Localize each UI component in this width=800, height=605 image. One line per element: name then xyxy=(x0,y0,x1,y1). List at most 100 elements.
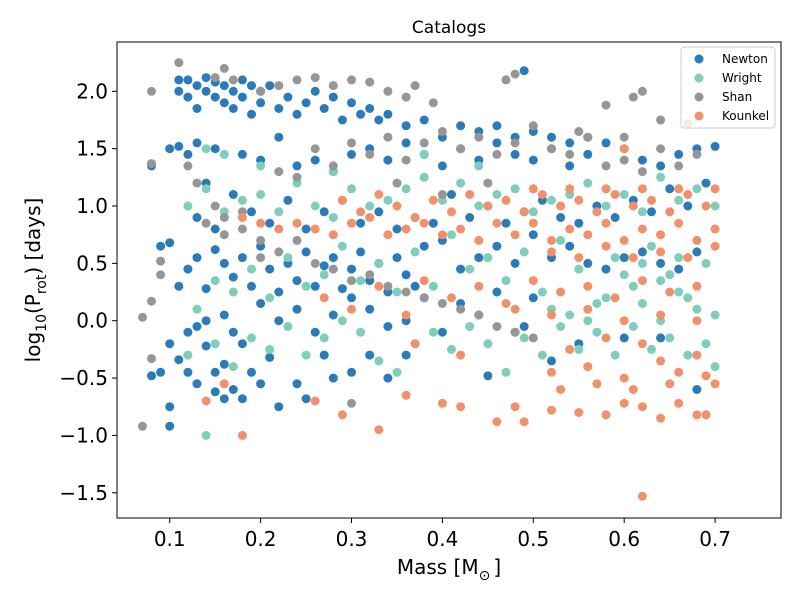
data-point xyxy=(474,253,484,263)
data-point xyxy=(374,425,384,435)
data-point xyxy=(683,201,693,211)
data-point xyxy=(492,190,502,199)
data-point xyxy=(401,138,411,148)
y-tick-label: −1.5 xyxy=(59,481,108,505)
data-point xyxy=(710,224,720,234)
data-point xyxy=(410,81,420,91)
data-point xyxy=(456,178,466,188)
data-point xyxy=(583,304,593,314)
data-point xyxy=(174,86,184,96)
data-point xyxy=(365,104,375,113)
data-point xyxy=(265,218,275,228)
data-point xyxy=(192,379,202,389)
data-point xyxy=(219,230,229,240)
data-point xyxy=(401,350,411,360)
data-point xyxy=(237,253,247,263)
series-wright xyxy=(183,144,720,440)
data-point xyxy=(683,350,693,360)
data-point xyxy=(292,172,302,182)
data-point xyxy=(347,293,356,303)
data-point xyxy=(328,213,338,222)
data-point xyxy=(583,316,593,326)
data-point xyxy=(437,327,447,337)
data-point xyxy=(392,224,402,234)
data-point xyxy=(237,75,247,85)
data-point xyxy=(210,339,220,349)
data-point xyxy=(247,281,256,291)
data-point xyxy=(510,258,520,268)
data-point xyxy=(147,354,156,364)
data-point xyxy=(219,81,229,91)
data-point xyxy=(237,430,247,440)
data-point xyxy=(247,109,256,119)
data-point xyxy=(374,115,384,125)
data-point xyxy=(247,333,256,343)
data-point xyxy=(565,310,575,320)
data-point xyxy=(201,284,211,294)
data-point xyxy=(356,247,366,257)
data-point xyxy=(237,195,247,205)
data-point xyxy=(528,293,538,303)
data-point xyxy=(347,218,356,228)
data-point xyxy=(347,75,356,85)
data-point xyxy=(556,287,566,297)
data-point xyxy=(347,149,356,159)
data-point xyxy=(147,86,156,96)
data-point xyxy=(237,92,247,102)
data-point xyxy=(310,73,320,83)
data-point xyxy=(401,390,411,400)
data-point xyxy=(383,322,393,331)
data-point xyxy=(456,121,466,131)
data-point xyxy=(374,281,384,291)
data-point xyxy=(519,417,529,427)
data-point xyxy=(401,224,411,234)
data-point xyxy=(583,258,593,268)
x-tick-label: 0.6 xyxy=(608,527,640,551)
data-point xyxy=(710,310,720,320)
data-point xyxy=(683,253,693,263)
data-point xyxy=(165,339,175,349)
data-point xyxy=(256,235,266,245)
data-point xyxy=(619,132,629,142)
data-point xyxy=(474,161,484,171)
data-point xyxy=(192,253,202,263)
x-axis-ticks: 0.1 0.2 0.3 0.4 0.5 0.6 0.7 xyxy=(154,518,731,551)
data-point xyxy=(510,69,520,79)
data-point xyxy=(610,293,620,303)
data-point xyxy=(592,327,602,337)
data-point xyxy=(347,398,356,408)
data-point xyxy=(274,207,284,217)
data-point xyxy=(637,339,647,349)
data-point xyxy=(419,138,429,148)
data-point xyxy=(274,287,284,297)
data-point xyxy=(683,293,693,303)
legend-label: Newton xyxy=(722,52,768,66)
data-point xyxy=(574,195,584,205)
data-point xyxy=(183,367,193,377)
data-point xyxy=(637,247,647,257)
data-point xyxy=(692,316,702,326)
data-point xyxy=(419,149,429,159)
legend-item-shan: Shan xyxy=(694,90,752,104)
data-point xyxy=(347,264,356,274)
data-point xyxy=(619,333,629,343)
data-point xyxy=(165,402,175,412)
data-point xyxy=(601,201,611,211)
data-point xyxy=(665,333,675,343)
data-point xyxy=(383,195,393,205)
data-point xyxy=(428,281,438,291)
data-point xyxy=(601,264,611,274)
y-tick-label: 0.0 xyxy=(76,309,108,333)
data-point xyxy=(583,362,593,372)
data-point xyxy=(637,207,647,217)
data-point xyxy=(228,327,238,337)
data-point xyxy=(256,379,266,389)
data-point xyxy=(574,218,584,228)
legend-label: Wright xyxy=(722,71,762,85)
data-point xyxy=(292,304,302,314)
data-point xyxy=(419,172,429,182)
data-point xyxy=(556,385,566,394)
data-point xyxy=(228,190,238,199)
data-point xyxy=(647,195,656,205)
